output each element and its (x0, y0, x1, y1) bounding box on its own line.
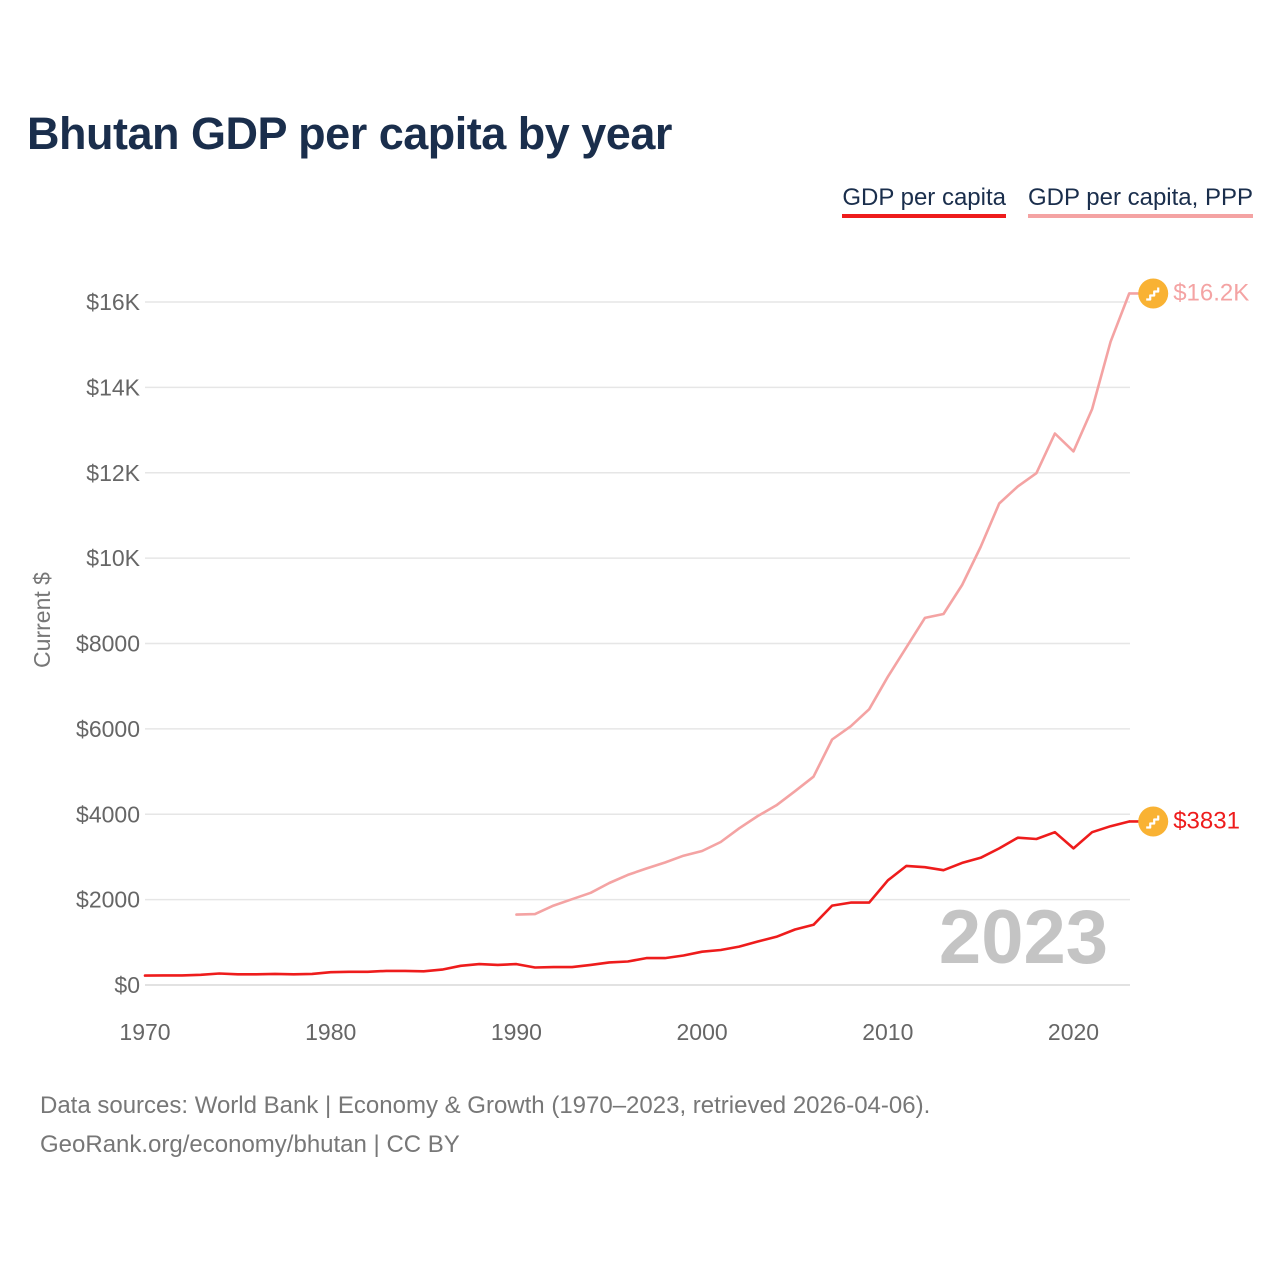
legend-item-gdp-per-capita[interactable]: GDP per capita (842, 184, 1006, 218)
footer: Data sources: World Bank | Economy & Gro… (40, 1086, 930, 1164)
y-axis-label: Current $ (29, 572, 55, 668)
y-tick-label: $10K (86, 545, 140, 571)
x-axis-ticks: 1970 1980 1990 2000 2010 2020 (119, 1019, 1099, 1045)
end-value-label: $3831 (1173, 807, 1240, 834)
x-tick-label: 1980 (305, 1019, 356, 1045)
data-sources-text: Data sources: World Bank | Economy & Gro… (40, 1092, 931, 1119)
series-line-gdp-per-capita (143, 820, 1131, 977)
x-tick-label: 1990 (491, 1019, 542, 1045)
y-tick-label: $8000 (76, 631, 140, 657)
legend-item-gdp-per-capita-ppp[interactable]: GDP per capita, PPP (1028, 184, 1253, 218)
y-tick-label: $16K (86, 289, 140, 315)
end-markers: $3831 $16.2K (1129, 278, 1249, 837)
x-tick-label: 2020 (1048, 1019, 1099, 1045)
growth-icon (1146, 287, 1160, 301)
x-tick-label: 2000 (677, 1019, 728, 1045)
y-tick-label: $0 (114, 972, 140, 998)
y-tick-label: $14K (86, 374, 140, 400)
x-tick-label: 2010 (862, 1019, 913, 1045)
series-line-gdp-per-capita-ppp (515, 292, 1131, 916)
end-value-label: $16.2K (1173, 279, 1249, 306)
grid-lines (145, 301, 1130, 986)
y-axis-ticks: $0 $2000 $4000 $6000 $8000 $10K $12K $14K $16K (76, 289, 141, 998)
series-lines (143, 292, 1131, 977)
legend: GDP per capita GDP per capita, PPP (842, 184, 1253, 218)
x-tick-label: 1970 (119, 1019, 170, 1045)
page-title: Bhutan GDP per capita by year (27, 108, 672, 159)
growth-icon (1146, 815, 1160, 829)
y-tick-label: $6000 (76, 716, 140, 742)
y-tick-label: $12K (86, 460, 140, 486)
y-tick-label: $2000 (76, 887, 140, 913)
attribution-text: GeoRank.org/economy/bhutan | CC BY (40, 1131, 460, 1158)
y-tick-label: $4000 (76, 801, 140, 827)
year-watermark: 2023 (939, 895, 1108, 980)
